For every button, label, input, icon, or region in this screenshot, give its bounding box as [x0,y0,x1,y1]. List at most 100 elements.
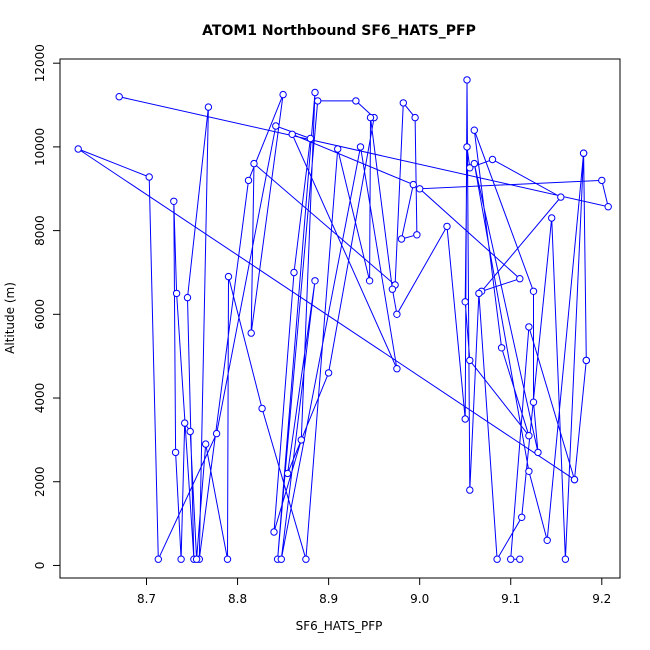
data-point [186,427,194,436]
y-tick-label: 6000 [33,299,47,330]
data-point [416,185,424,193]
x-tick-label: 9.2 [592,592,611,606]
x-axis-label: SF6_HATS_PFP [296,619,383,633]
data-point [525,467,533,475]
data-point [277,555,285,563]
x-axis: 8.7 8.8 8.9 9.0 9.1 9.2 [137,578,611,606]
data-point [598,176,606,185]
data-point [279,90,287,99]
data-point [247,329,255,337]
y-tick-label: 0 [33,562,47,570]
data-point [461,415,469,423]
data-point [525,323,533,331]
x-tick-label: 8.7 [137,592,156,606]
data-point [570,475,579,484]
y-tick-label: 2000 [33,466,47,497]
data-point [212,429,221,438]
data-point [582,356,590,365]
data-point [352,97,360,105]
chart-title: ATOM1 Northbound SF6_HATS_PFP [202,23,476,39]
data-point [413,231,421,239]
plot-frame [59,58,621,579]
data-point [516,275,524,283]
data-point [579,149,588,157]
data-point [74,145,82,153]
data-point [288,130,296,139]
data-point [170,197,178,206]
data-point [154,555,163,563]
data-point [356,143,365,151]
data-point [463,76,471,84]
data-point [529,287,538,295]
data-point [393,310,401,318]
data-point [443,222,451,231]
data-point [311,277,319,285]
data-point [283,469,292,478]
data-point [397,235,406,243]
data-point [311,88,319,97]
data-point [314,97,322,105]
data-point [604,203,612,211]
data-point [518,513,526,521]
data-point [497,344,506,352]
data-point [529,398,538,406]
data-point [409,180,417,189]
data-point [250,159,258,168]
data-point [463,143,471,151]
data-point [202,440,210,448]
data-point [493,555,501,563]
data-point [302,555,310,563]
data-point [324,369,333,377]
data-point [399,99,407,107]
data-point [475,289,483,298]
data-point [516,555,524,563]
data-point [270,528,278,536]
data-point [411,113,419,122]
data-point [388,285,397,293]
data-point [507,555,515,563]
data-point [181,419,189,427]
data-point [223,555,232,563]
data-point [297,436,305,444]
x-tick-label: 8.9 [319,592,338,606]
data-point [204,103,213,111]
x-tick-label: 9.0 [410,592,429,606]
data-point [543,536,551,544]
data-point [177,555,185,563]
data-point [548,214,556,222]
data-point [557,193,565,201]
data-point [115,93,123,101]
y-tick-label: 10000 [33,128,47,166]
data-point [224,272,233,281]
data-point [461,298,469,306]
data-point [172,289,181,298]
data-point [334,145,342,153]
data-point [488,155,497,164]
data-point [534,448,542,457]
data-point [290,268,298,277]
data-point [366,113,375,122]
series-line [77,79,609,561]
x-tick-label: 8.8 [228,592,247,606]
data-point [466,486,474,494]
data-point [183,293,192,302]
data-point [306,134,315,143]
data-point [466,356,474,365]
data-point [470,126,478,134]
data-point [525,432,533,440]
points-layer [74,76,612,563]
data-point [470,159,478,168]
data-point [192,555,201,563]
y-axis: 0 2000 4000 6000 8000 10000 12000 [33,44,60,569]
data-point [145,173,153,181]
data-point [244,176,253,185]
data-point [365,277,374,285]
y-axis-label: Altitude (m) [3,282,17,354]
series-layer [77,79,609,561]
x-tick-label: 9.1 [501,592,520,606]
data-point [561,555,570,563]
y-tick-label: 4000 [33,383,47,414]
data-point [258,404,266,413]
y-tick-label: 8000 [33,215,47,246]
